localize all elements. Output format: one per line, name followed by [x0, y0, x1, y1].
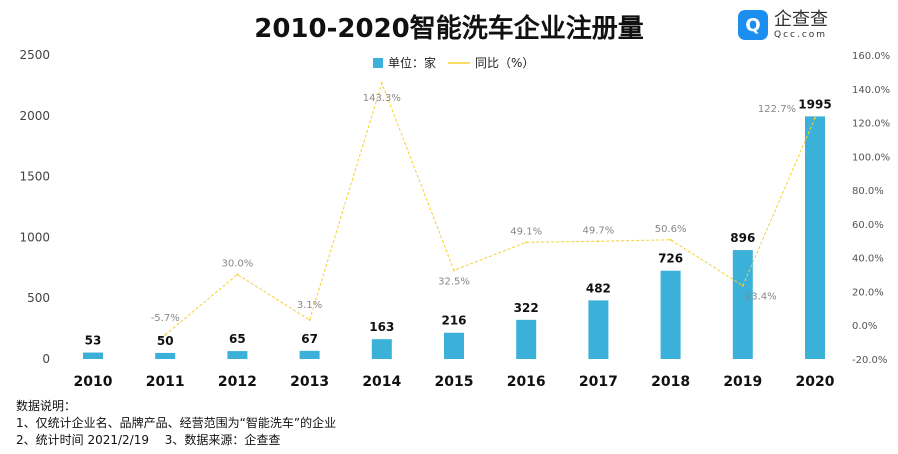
bar-value-label: 163	[369, 320, 394, 334]
bar-value-label: 896	[730, 231, 755, 245]
line-value-label: 23.4%	[745, 292, 777, 303]
x-tick-label: 2014	[362, 374, 401, 390]
bar	[805, 116, 825, 360]
y-tick-label: 1500	[19, 170, 50, 184]
bar	[227, 351, 248, 359]
x-tick-label: 2010	[74, 374, 113, 390]
y-tick-label: 2000	[19, 109, 50, 123]
line-value-label: 32.5%	[438, 276, 470, 287]
x-tick-label: 2018	[651, 374, 690, 390]
line-point	[380, 82, 383, 85]
note-2: 2、统计时间 2021/2/19 3、数据来源：企查查	[16, 433, 281, 447]
line-point	[164, 333, 167, 336]
legend-bar-label: 单位：家	[388, 55, 436, 70]
line-point	[669, 238, 672, 241]
x-tick-label: 2017	[579, 374, 618, 390]
bar-value-label: 53	[85, 334, 102, 348]
line-value-label: 49.1%	[510, 226, 542, 237]
y2-tick-label: 160.0%	[852, 51, 890, 62]
y2-tick-label: 140.0%	[852, 85, 890, 96]
bar	[444, 332, 464, 359]
x-tick-label: 2013	[290, 374, 329, 390]
y2-tick-label: -20.0%	[852, 355, 887, 366]
bar	[83, 352, 103, 359]
y2-tick-label: 80.0%	[852, 186, 884, 197]
chart-title: 2010-2020智能洗车企业注册量	[254, 14, 644, 44]
growth-line	[164, 81, 816, 336]
line-value-label: 143.3%	[363, 93, 401, 104]
x-tick-label: 2012	[218, 374, 257, 390]
bar-value-label: 50	[157, 334, 174, 348]
y-tick-label: 2500	[19, 48, 50, 62]
bar	[660, 270, 681, 359]
notes-heading: 数据说明：	[16, 399, 77, 413]
bar-value-label: 65	[229, 332, 246, 346]
bar-value-label: 726	[658, 252, 683, 266]
y-tick-label: 1000	[19, 230, 50, 244]
legend-bar-swatch	[373, 58, 383, 68]
line-point	[814, 116, 816, 119]
bar	[732, 250, 753, 359]
x-tick-label: 2016	[507, 374, 546, 390]
legend-line-label: 同比（%）	[475, 56, 534, 70]
y2-tick-label: 0.0%	[852, 321, 877, 332]
line-value-label: 50.6%	[655, 224, 687, 235]
x-tick-label: 2015	[435, 374, 474, 390]
y2-tick-label: 100.0%	[852, 152, 890, 163]
bar-value-label: 67	[301, 332, 318, 346]
line-point	[453, 269, 455, 272]
bar-value-label: 482	[586, 281, 611, 295]
bar	[516, 319, 537, 359]
line-value-label: -5.7%	[151, 313, 180, 324]
x-tick-label: 2019	[723, 374, 762, 390]
line-point	[308, 318, 311, 321]
line-value-label: 49.7%	[583, 225, 615, 236]
line-value-label: 30.0%	[222, 259, 254, 270]
line-value-label: 3.1%	[297, 300, 322, 311]
line-point	[741, 284, 744, 287]
bar-value-label: 216	[441, 314, 466, 328]
logo-name: 企查查	[774, 9, 828, 30]
y2-tick-label: 120.0%	[852, 119, 890, 130]
logo-domain: Qcc.com	[774, 30, 828, 40]
bar	[371, 339, 392, 359]
y2-tick-label: 60.0%	[852, 220, 884, 231]
qcc-logo: Q 企查查 Qcc.com	[738, 10, 828, 40]
bar-value-label: 1995	[798, 97, 831, 111]
y-tick-label: 0	[42, 352, 50, 366]
y-tick-label: 500	[27, 291, 50, 305]
x-tick-label: 2020	[796, 374, 835, 390]
line-point	[597, 240, 600, 243]
y2-tick-label: 20.0%	[852, 287, 884, 298]
bar	[299, 350, 320, 359]
notes: 数据说明： 1、仅统计企业名、品牌产品、经营范围为“智能洗车”的企业 2、统计时…	[16, 398, 336, 449]
line-value-label: 122.7%	[758, 104, 796, 115]
qcc-logo-icon: Q	[738, 10, 768, 40]
line-point	[525, 241, 528, 244]
y2-tick-label: 40.0%	[852, 254, 884, 265]
bar	[588, 300, 609, 359]
note-1: 1、仅统计企业名、品牌产品、经营范围为“智能洗车”的企业	[16, 416, 337, 430]
bar-value-label: 322	[514, 301, 539, 315]
line-point	[236, 273, 239, 276]
x-tick-label: 2011	[146, 374, 185, 390]
bar	[155, 352, 176, 359]
